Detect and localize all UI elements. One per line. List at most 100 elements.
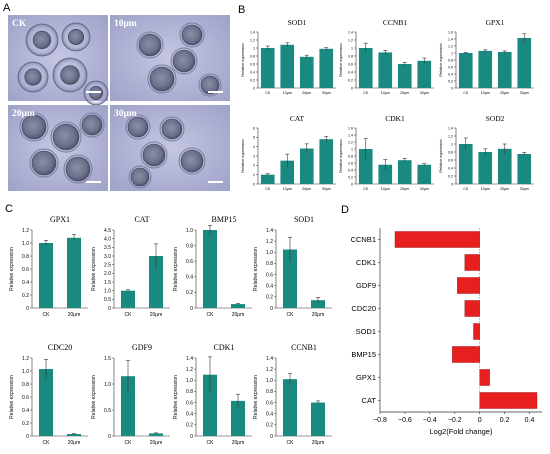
bar-30μm: [417, 164, 432, 184]
y-tick-label: 1: [253, 173, 255, 177]
x-tick-label: 20μm: [150, 440, 163, 446]
x-tick-label: −0.8: [373, 417, 387, 424]
y-tick-label: 0: [108, 434, 111, 440]
x-tick-label: CK: [265, 91, 271, 95]
x-tick-label: 30μm: [520, 91, 529, 95]
y-tick-label: GPX1: [356, 373, 376, 382]
bar-20μm: [497, 51, 512, 88]
y-tick-label: 0.8: [250, 54, 255, 58]
x-tick-label: 20μm: [500, 187, 509, 191]
bar-30μm: [417, 60, 432, 88]
x-tick-label: 10μm: [283, 187, 292, 191]
y-tick-label: 0.4: [186, 275, 193, 281]
y-tick-label: 1.0: [186, 228, 193, 234]
bar-ck: [121, 376, 135, 436]
error-bar: [265, 45, 270, 50]
y-tick-label: 0: [253, 182, 255, 186]
error-bar: [285, 42, 290, 47]
y-tick-label: 1.2: [266, 239, 273, 245]
x-tick-label: CK: [43, 440, 51, 446]
y-tick-label: 0.8: [266, 261, 273, 267]
y-axis-label: Relative expression: [339, 43, 343, 76]
error-bar: [383, 50, 388, 55]
y-tick-label: 1.0: [104, 382, 111, 388]
error-bar: [288, 236, 292, 262]
micrograph-1: CK: [8, 15, 109, 106]
chart-title: CDC20: [48, 343, 72, 352]
chart-title: GPX1: [486, 18, 505, 27]
y-axis-label: Relative expression: [91, 247, 97, 291]
chart-c-gpx1: GPX1 Relative expression 0 0.2 0.4 0.6 0.8 1.0 1…: [9, 215, 88, 318]
y-tick-label: 1.0: [22, 369, 29, 375]
error-bar: [304, 143, 309, 154]
chart-title: SOD1: [288, 18, 307, 27]
y-tick-label: 0.2: [266, 295, 273, 301]
error-bar: [522, 152, 527, 156]
y-tick-label: 0.2: [186, 423, 193, 429]
x-tick-label: CK: [207, 440, 215, 446]
x-tick-label: CK: [43, 312, 51, 318]
micrograph-label: 20μm: [12, 109, 35, 119]
y-tick-label: 1.4: [250, 30, 255, 34]
y-tick-label: CDC20: [351, 304, 376, 313]
y-tick-label: 0.6: [348, 62, 353, 66]
error-bar: [44, 358, 48, 379]
bar-20μm: [397, 160, 412, 184]
y-tick-label: 0.4: [448, 166, 453, 170]
y-tick-label: 1.0: [266, 378, 273, 384]
y-axis-label: Relative expression: [241, 139, 245, 172]
bar-20μm: [299, 148, 314, 184]
error-bar: [324, 136, 329, 142]
chart-title: CCNB1: [383, 18, 407, 27]
y-tick-label: 0: [451, 182, 453, 186]
y-tick-label: 4.5: [104, 228, 111, 234]
y-axis-label: Relative expression: [9, 375, 15, 419]
error-bar: [44, 240, 48, 246]
y-tick-label: 0: [270, 434, 273, 440]
y-axis-label: Relative expression: [253, 375, 259, 419]
x-tick-label: 20μm: [232, 440, 245, 446]
x-tick-label: 20μm: [302, 187, 311, 191]
y-tick-label: 0.6: [348, 161, 353, 165]
bar-ck: [458, 53, 473, 88]
y-tick-label: 1.0: [104, 288, 111, 294]
x-tick-label: 20μm: [312, 312, 325, 318]
bar-gpx1: [479, 369, 490, 386]
x-tick-label: 20μm: [500, 91, 509, 95]
bar-10μm: [378, 52, 393, 88]
y-tick-label: 1.4: [448, 37, 453, 41]
error-bar: [236, 393, 240, 408]
y-axis-label: Relative expression: [339, 139, 343, 172]
error-bar: [72, 234, 76, 242]
bar-ck: [203, 230, 217, 308]
y-tick-label: 1.0: [22, 241, 29, 247]
bar-10μm: [280, 160, 295, 184]
error-bar: [236, 303, 240, 305]
bar-gdf9: [457, 277, 480, 294]
y-tick-label: 0.2: [22, 293, 29, 299]
bar-20μm: [149, 433, 163, 436]
chart-c-cdk1: CDK1 Relative expression 0 0.2 0.4 0.6 0.8 1.0 1…: [173, 343, 252, 446]
error-bar: [285, 153, 290, 168]
y-tick-label: 1: [451, 51, 453, 55]
y-tick-label: 1: [351, 46, 353, 50]
y-tick-label: 1: [253, 46, 255, 50]
y-tick-label: 1.4: [448, 126, 453, 130]
y-tick-label: 3.5: [104, 245, 111, 251]
y-tick-label: 0.6: [448, 158, 453, 162]
y-tick-label: 0.6: [22, 395, 29, 401]
x-tick-label: 20μm: [302, 91, 311, 95]
y-tick-label: 0.8: [186, 389, 193, 395]
x-tick-label: 20μm: [400, 187, 409, 191]
y-tick-label: 1.4: [266, 228, 273, 234]
y-tick-label: 0: [190, 306, 193, 312]
error-bar: [154, 432, 158, 434]
scale-bar: [86, 91, 101, 93]
y-tick-label: 1.4: [348, 133, 353, 137]
y-tick-label: 1.2: [448, 134, 453, 138]
x-tick-label: 20μm: [400, 91, 409, 95]
y-tick-label: CDK1: [356, 258, 376, 267]
x-tick-label: 0.2: [500, 417, 510, 424]
y-tick-label: 0: [351, 86, 353, 90]
y-tick-label: 0.4: [266, 283, 273, 289]
